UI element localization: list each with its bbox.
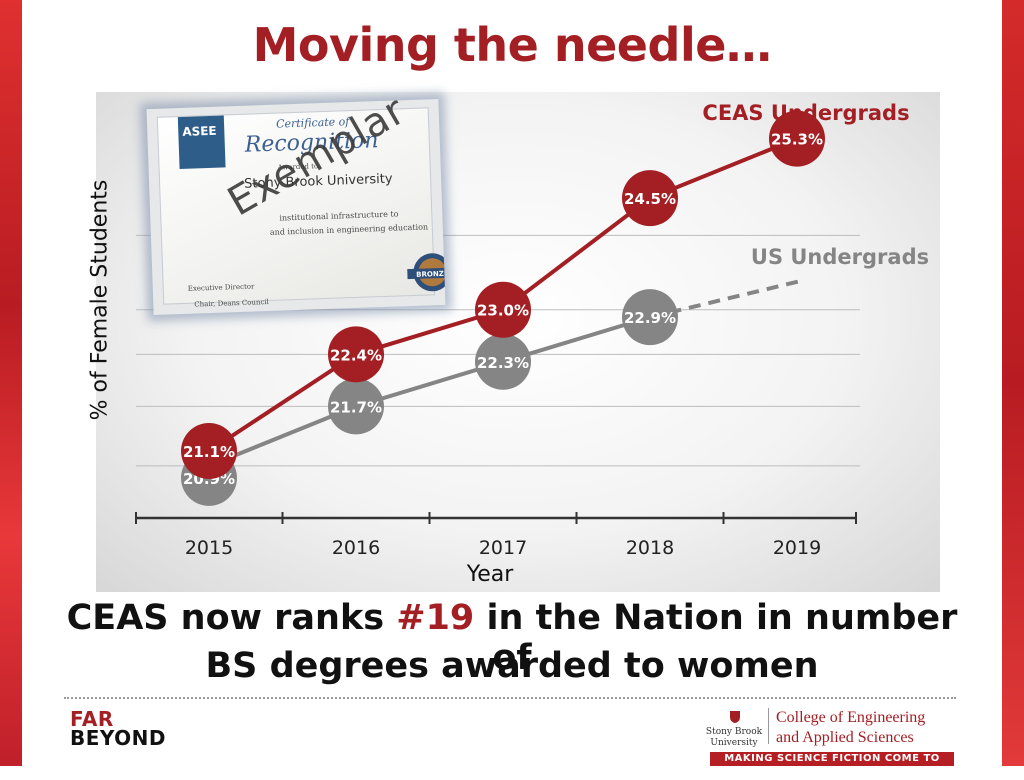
x-tick-label-2016: 2016 xyxy=(332,537,380,559)
certificate-sig-2: Chair, Deans Council xyxy=(194,298,269,309)
sbu-line-1: Stony Brook xyxy=(705,727,763,737)
x-tick-label-2018: 2018 xyxy=(626,537,674,559)
us-2017-label: 22.3% xyxy=(477,354,529,372)
stony-brook-university-logo: Stony Brook University xyxy=(702,727,766,749)
ceas-2015-label: 21.1% xyxy=(183,443,235,461)
college-name: College of Engineering and Applied Scienc… xyxy=(776,708,925,748)
y-axis-label: % of Female Students xyxy=(87,179,113,421)
asee-logo: ASEE xyxy=(182,123,217,139)
right-decorative-band xyxy=(1002,0,1024,766)
certificate-sig-1: Executive Director xyxy=(187,282,255,293)
beyond-text: BEYOND xyxy=(70,726,167,750)
ceas-2015-point xyxy=(181,423,237,480)
rank-number: #19 xyxy=(396,598,475,638)
footer-logo-divider xyxy=(768,708,769,744)
x-tick-label-2019: 2019 xyxy=(773,537,821,559)
us-2016-label: 21.7% xyxy=(330,398,382,416)
x-axis-label: Year xyxy=(466,562,514,587)
certificate-paper: ASEE Certificate of Recognition Awarded … xyxy=(156,99,446,309)
certificate-line-1: institutional infrastructure to xyxy=(279,209,399,223)
college-line-2: and Applied Sciences xyxy=(776,729,914,746)
left-decorative-band xyxy=(0,0,22,766)
legend-us-undergrads: US Undergrads xyxy=(751,245,929,269)
rank-statement-text: CEAS now ranks xyxy=(66,598,397,638)
far-beyond-logo: FAR BEYOND xyxy=(70,707,167,750)
us-2018-point xyxy=(622,289,678,346)
x-tick-label-2017: 2017 xyxy=(479,537,527,559)
certificate-image: ASEE Certificate of Recognition Awarded … xyxy=(146,98,446,316)
sbu-line-2: University xyxy=(710,738,758,748)
motto-banner: MAKING SCIENCE FICTION COME TO LIFE xyxy=(710,752,954,778)
ceas-2019-point xyxy=(769,110,825,167)
bronze-seal-text: BRONZE xyxy=(416,270,445,279)
stony-brook-shield-icon xyxy=(730,711,740,723)
ceas-2017-point xyxy=(475,281,531,338)
footer-divider xyxy=(64,697,956,699)
us-2016-point xyxy=(328,378,384,435)
rank-statement-text-2: in the Nation in number of xyxy=(474,598,958,678)
ceas-2016-label: 22.4% xyxy=(330,346,382,364)
rank-statement-line-2: BS degrees awarded to women xyxy=(205,646,819,686)
us-2018-label: 22.9% xyxy=(624,309,676,327)
ceas-2016-point xyxy=(328,326,384,383)
legend-ceas-undergrads: CEAS Undergrads xyxy=(702,101,909,125)
us-undergrads-line xyxy=(208,315,651,468)
rank-statement-line-1: CEAS now ranks #19 in the Nation in numb… xyxy=(60,598,964,678)
college-line-1: College of Engineering xyxy=(776,709,926,726)
ceas-2018-point xyxy=(622,170,678,227)
ceas-2018-label: 24.5% xyxy=(624,190,676,208)
bronze-seal-icon: BRONZE xyxy=(407,253,446,292)
x-tick-label-2015: 2015 xyxy=(185,537,233,559)
ceas-2017-label: 23.0% xyxy=(477,302,529,320)
us-2017-point xyxy=(475,333,531,390)
certificate-line-2: and inclusion in engineering education xyxy=(269,222,429,237)
ceas-2019-label: 25.3% xyxy=(771,131,823,149)
far-text: FAR xyxy=(70,707,114,731)
slide-title: Moving the needle… xyxy=(252,18,772,72)
